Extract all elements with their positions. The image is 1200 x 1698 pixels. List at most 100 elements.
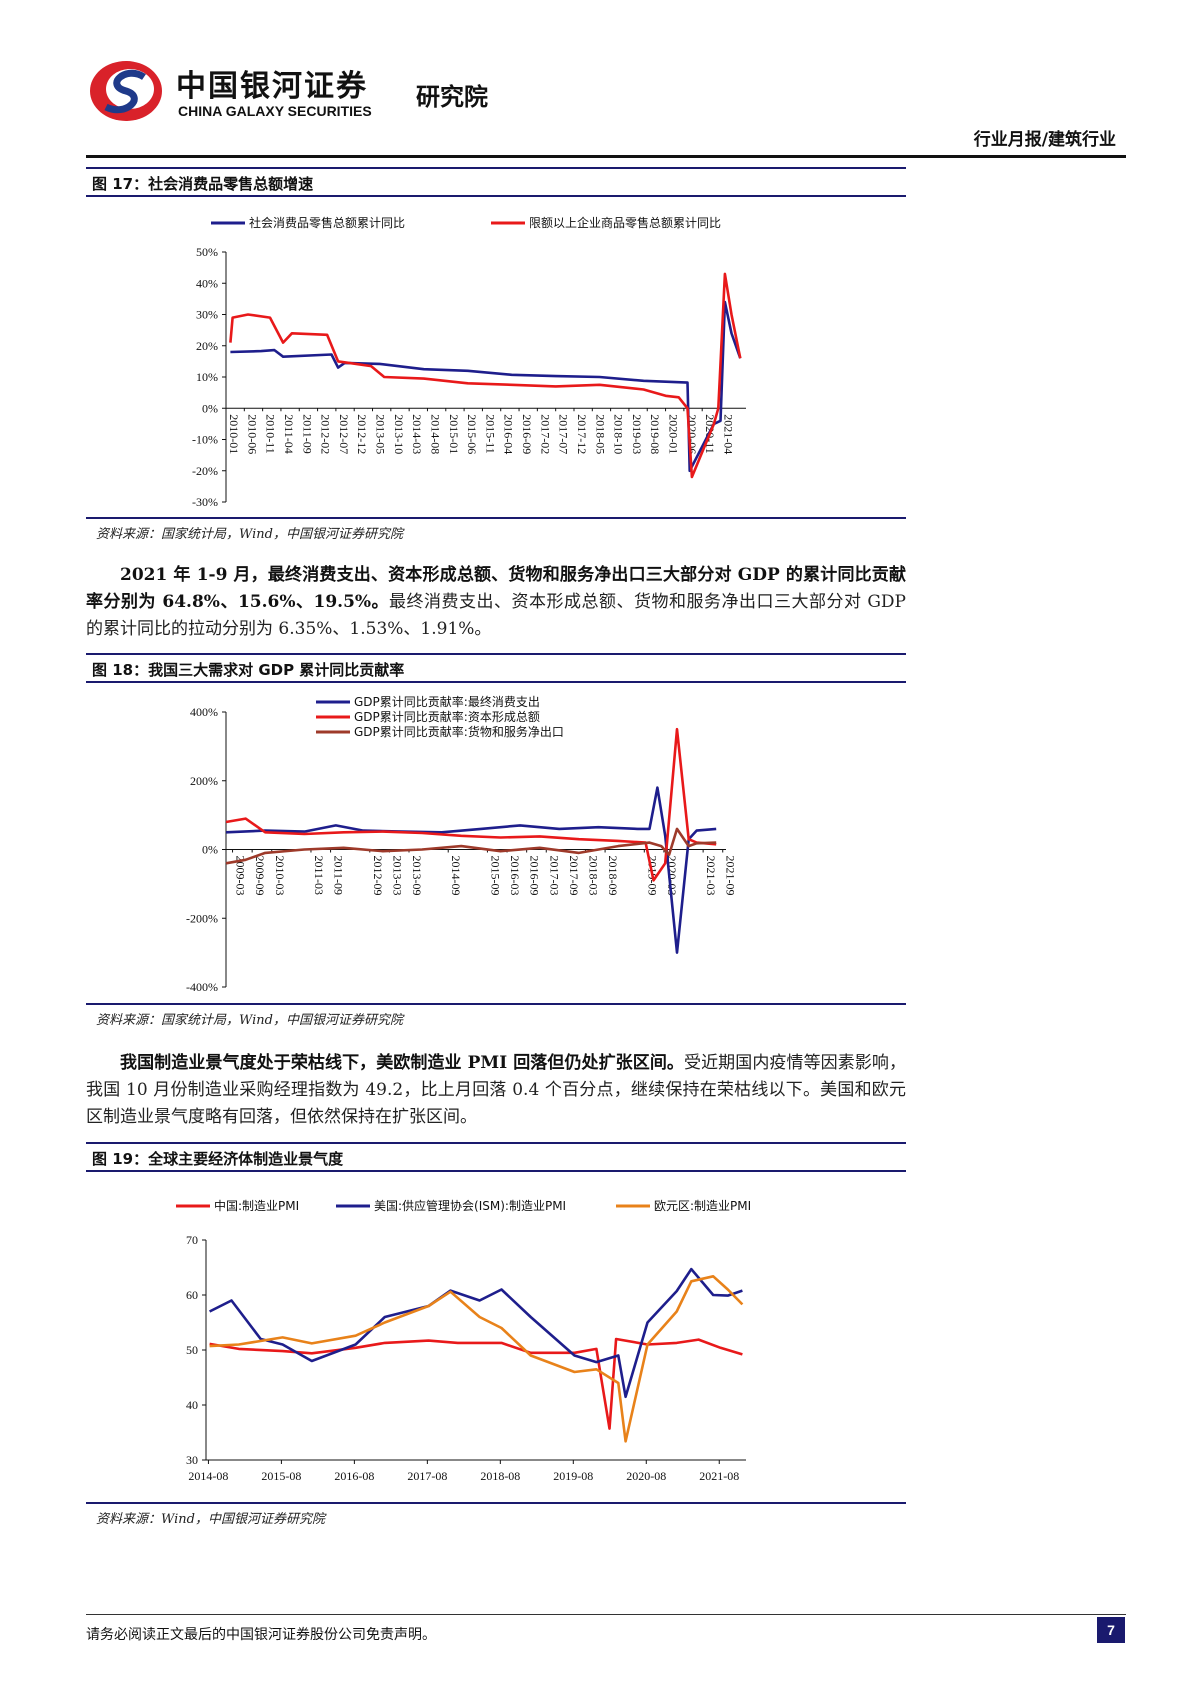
figure18-chart: 400% 200% 0% -200% -400% 2009-03 2009-09 2010-0… [86, 690, 906, 1000]
header-divider [86, 155, 1126, 158]
fig17-y-tick-label: -30% [192, 495, 218, 509]
page-number: 7 [1097, 1617, 1125, 1643]
fig17-x-tick-label: 2017-12 [575, 414, 589, 454]
fig17-x-tick-label: 2013-05 [374, 414, 388, 454]
fig17-x-tick-label: 2019-03 [630, 414, 644, 454]
fig17-x-tick-label: 2018-10 [612, 414, 626, 454]
fig18-x-tick-label: 2013-03 [390, 856, 404, 896]
fig17-x-tick-label: 2016-09 [520, 414, 534, 454]
fig17-y-tick-label: -10% [192, 433, 218, 447]
fig18-y-tick-label: -400% [186, 980, 218, 994]
fig17-x-tick-label: 2014-03 [410, 414, 424, 454]
figure19-svg: 70 60 50 40 30 2014-08 2015-08 2016-08 2017-08 20… [176, 1198, 751, 1483]
fig17-y-tick-label: 20% [196, 339, 218, 353]
figure17-chart: 50% 40% 30% 20% 10% 0% -10% -20% -30% 2010-01 2010… [86, 205, 906, 515]
fig17-x-tick-label: 2019-08 [648, 414, 662, 454]
fig17-series-line-2 [229, 272, 742, 479]
fig18-x-tick-label: 2014-09 [449, 856, 463, 896]
figure19-chart: 70 60 50 40 30 2014-08 2015-08 2016-08 2017-08 20… [86, 1180, 906, 1500]
fig18-legend-label-2: GDP累计同比贡献率:资本形成总额 [354, 709, 540, 724]
paragraph1-bold: 2021 年 1-9 月，最终消费支出、资本形成总额、货物和服务净出口三大部分对… [86, 565, 906, 612]
fig19-y-tick-label: 70 [186, 1233, 198, 1247]
fig17-x-tick-label: 2012-02 [319, 414, 333, 454]
fig17-legend-label-2: 限额以上企业商品零售总额累计同比 [529, 215, 721, 230]
fig18-x-tick-label: 2009-03 [234, 856, 248, 896]
paragraph-pmi: 我国制造业景气度处于荣枯线下，美欧制造业 PMI 回落但仍处扩张区间。受近期国内… [86, 1050, 906, 1131]
fig19-y-tick-label: 40 [186, 1398, 198, 1412]
fig17-x-tick-label: 2011-04 [282, 414, 296, 454]
figure19-bottom-rule [86, 1502, 906, 1504]
fig19-y-tick-label: 50 [186, 1343, 198, 1357]
fig19-x-tick-label: 2016-08 [334, 1469, 374, 1483]
fig18-x-tick-label: 2012-09 [371, 856, 385, 896]
fig17-x-tick-label: 2010-06 [245, 414, 259, 454]
fig18-x-tick-label: 2021-03 [704, 856, 718, 896]
fig18-y-tick-label: -200% [186, 911, 218, 925]
footer-disclaimer: 请务必阅读正文最后的中国银河证券股份公司免责声明。 [86, 1627, 436, 1643]
fig17-x-tick-label: 2013-10 [392, 414, 406, 454]
fig17-x-tick-label: 2017-07 [557, 414, 571, 454]
fig19-x-tick-label: 2015-08 [261, 1469, 301, 1483]
fig18-x-tick-label: 2016-09 [528, 856, 542, 896]
fig17-x-tick-label: 2015-06 [465, 414, 479, 454]
fig18-x-tick-label: 2011-03 [312, 856, 326, 896]
fig18-y-tick-label: 400% [190, 705, 218, 719]
fig17-x-tick-label: 2021-04 [722, 414, 736, 454]
fig18-x-tick-label: 2017-03 [547, 856, 561, 896]
fig18-legend-label-3: GDP累计同比贡献率:货物和服务净出口 [354, 724, 564, 739]
fig17-y-tick-label: 10% [196, 370, 218, 384]
figure18-source: 资料来源：国家统计局，Wind，中国银河证券研究院 [96, 1013, 403, 1028]
fig18-x-tick-label: 2016-03 [508, 856, 522, 896]
fig19-series-line-3 [209, 1275, 744, 1443]
fig19-series-line-1 [209, 1337, 743, 1430]
fig18-series-line-3 [225, 827, 717, 865]
report-type: 行业月报/建筑行业 [973, 130, 1116, 150]
galaxy-logo-icon [90, 61, 162, 121]
fig18-x-tick-label: 2021-09 [724, 856, 738, 896]
fig17-y-tick-label: -20% [192, 464, 218, 478]
fig17-y-tick-label: 40% [196, 276, 218, 290]
paragraph2-bold: 我国制造业景气度处于荣枯线下，美欧制造业 PMI 回落但仍处扩张区间。 [120, 1053, 685, 1073]
institute-label: 研究院 [416, 83, 488, 111]
fig17-x-tick-label: 2014-08 [428, 414, 442, 454]
fig18-y-tick-label: 200% [190, 774, 218, 788]
figure18-title: 图 18：我国三大需求对 GDP 累计同比贡献率 [86, 653, 906, 683]
figure17-title: 图 17：社会消费品零售总额增速 [86, 167, 906, 197]
figure17-source: 资料来源：国家统计局，Wind，中国银河证券研究院 [96, 527, 403, 542]
fig18-series-line-2 [225, 727, 717, 882]
fig17-legend-label-1: 社会消费品零售总额累计同比 [249, 215, 405, 230]
brand-name-en: CHINA GALAXY SECURITIES [178, 103, 372, 119]
figure17-svg: 50% 40% 30% 20% 10% 0% -10% -20% -30% 2010-01 2010… [192, 215, 746, 509]
fig17-x-tick-label: 2018-05 [593, 414, 607, 454]
fig19-x-tick-label: 2019-08 [553, 1469, 593, 1483]
paragraph2-text: 受近期国内疫情等因素影响，我国 10 月份制造业采购经理指数为 49.2，比上月… [86, 1053, 906, 1127]
brand-name-cn: 中国银河证券 [176, 69, 368, 104]
fig19-series-line-2 [209, 1267, 743, 1399]
figure19-title: 图 19：全球主要经济体制造业景气度 [86, 1142, 906, 1172]
figure17-bottom-rule [86, 517, 906, 519]
fig19-x-tick-label: 2018-08 [480, 1469, 520, 1483]
fig17-x-tick-label: 2015-01 [447, 414, 461, 454]
fig17-x-tick-label: 2010-01 [227, 414, 241, 454]
fig18-x-tick-label: 2009-09 [253, 856, 267, 896]
fig19-y-tick-label: 30 [186, 1453, 198, 1467]
fig19-x-tick-label: 2020-08 [626, 1469, 666, 1483]
fig19-legend-label-1: 中国:制造业PMI [214, 1198, 299, 1213]
figure18-bottom-rule [86, 1003, 906, 1005]
fig17-x-tick-label: 2017-02 [538, 414, 552, 454]
fig17-x-tick-label: 2020-01 [667, 414, 681, 454]
footer-divider [86, 1614, 1126, 1615]
fig19-x-tick-label: 2014-08 [188, 1469, 228, 1483]
fig18-legend-label-1: GDP累计同比贡献率:最终消费支出 [354, 694, 540, 709]
fig17-x-tick-label: 2012-07 [337, 414, 351, 454]
paragraph-gdp-contribution: 2021 年 1-9 月，最终消费支出、资本形成总额、货物和服务净出口三大部分对… [86, 562, 906, 643]
paragraph1-text: 最终消费支出、资本形成总额、货物和服务净出口三大部分对 GDP 的累计同比的拉动… [86, 592, 906, 639]
fig19-x-tick-label: 2017-08 [407, 1469, 447, 1483]
fig19-y-tick-label: 60 [186, 1288, 198, 1302]
fig18-series-line-1 [225, 786, 717, 954]
fig17-x-tick-label: 2012-12 [355, 414, 369, 454]
fig18-x-tick-label: 2015-09 [488, 856, 502, 896]
fig18-y-tick-label: 0% [202, 843, 218, 857]
fig17-x-tick-label: 2015-11 [483, 414, 497, 454]
fig18-x-tick-label: 2011-09 [332, 856, 346, 896]
